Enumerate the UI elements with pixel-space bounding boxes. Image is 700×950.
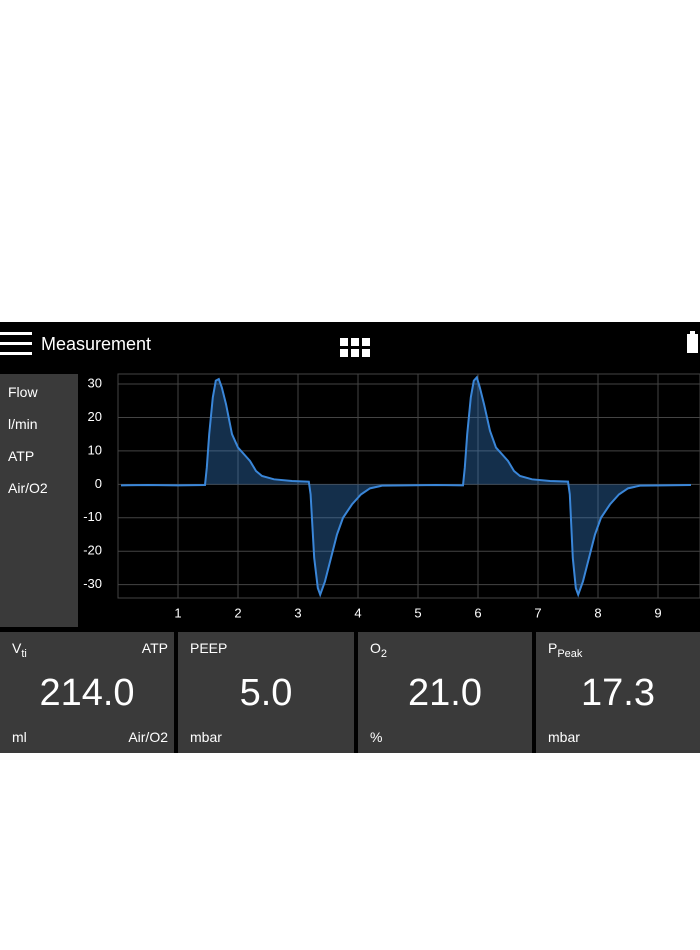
flow-line xyxy=(120,375,692,598)
grid-menu-button[interactable] xyxy=(340,338,372,360)
x-tick-label: 1 xyxy=(174,605,181,620)
tile-value: 214.0 xyxy=(39,672,135,714)
plot-border xyxy=(117,373,700,599)
measurement-tile: Vti ATP 214.0 ml Air/O2 xyxy=(0,632,174,753)
area xyxy=(121,377,691,595)
flow-chart: 30 20 10 0 -10 -20 -30 1 2 3 4 5 6 7 8 9 xyxy=(83,373,700,620)
tile-label-sub: 2 xyxy=(380,647,388,660)
x-tick-label: 9 xyxy=(654,605,661,620)
side-label: Flow xyxy=(8,384,38,400)
y-tick-label: 30 xyxy=(88,375,102,390)
tile-label-text: O xyxy=(370,640,381,656)
tile-unit: % xyxy=(370,729,383,745)
app-screen: Measurement Flow l/min ATP Air/O2 30 20 10 0 -1… xyxy=(0,322,700,753)
tile-unit: mbar xyxy=(190,729,222,745)
side-label: ATP xyxy=(8,448,35,464)
tile-value: 21.0 xyxy=(408,672,482,714)
tile-label: Vti xyxy=(12,640,27,660)
menu-button[interactable] xyxy=(0,331,34,357)
x-tick-label: 5 xyxy=(414,605,421,620)
y-tick-label: 10 xyxy=(88,442,102,457)
tile-label: O2 xyxy=(370,640,387,660)
side-label: l/min xyxy=(8,416,38,432)
measurement-tile: O2 21.0% xyxy=(358,632,532,753)
tile-label-text: V xyxy=(12,640,22,656)
tile-label: PEEP xyxy=(190,640,227,656)
tile-label-text: PEEP xyxy=(190,640,228,656)
tile-corner: ATP xyxy=(141,640,168,656)
x-tick-label: 8 xyxy=(594,605,601,620)
y-tick-label: -20 xyxy=(83,543,102,558)
tile-value: 17.3 xyxy=(581,672,655,714)
tile-label-sub: ti xyxy=(21,647,27,660)
header-title: Measurement xyxy=(41,334,152,354)
tile-unit: ml xyxy=(12,729,27,745)
y-tick-label: 20 xyxy=(88,409,102,424)
x-tick-label: 6 xyxy=(474,605,481,620)
side-panel: Flow l/min ATP Air/O2 xyxy=(0,374,78,627)
battery-icon xyxy=(687,331,698,353)
tile-unit: mbar xyxy=(548,729,580,745)
side-label: Air/O2 xyxy=(8,480,48,496)
tile-label: PPeak xyxy=(548,640,582,660)
y-tick-label: -10 xyxy=(83,509,102,524)
y-tick-label: -30 xyxy=(83,576,102,591)
x-tick-label: 4 xyxy=(354,605,361,620)
measurement-tile: PPeak 17.3 mbar xyxy=(536,632,700,753)
measurement-tile: PEEP 5.0 mbar xyxy=(178,632,354,753)
y-tick-label: 0 xyxy=(95,476,102,491)
x-tick-label: 2 xyxy=(234,605,241,620)
tile-unit-right: Air/O2 xyxy=(128,729,168,745)
tile-value: 5.0 xyxy=(239,672,293,714)
tile-label-sub: Peak xyxy=(557,647,583,660)
x-tick-label: 3 xyxy=(294,605,301,620)
tile-label-text: P xyxy=(548,640,558,656)
x-tick-label: 7 xyxy=(534,605,541,620)
